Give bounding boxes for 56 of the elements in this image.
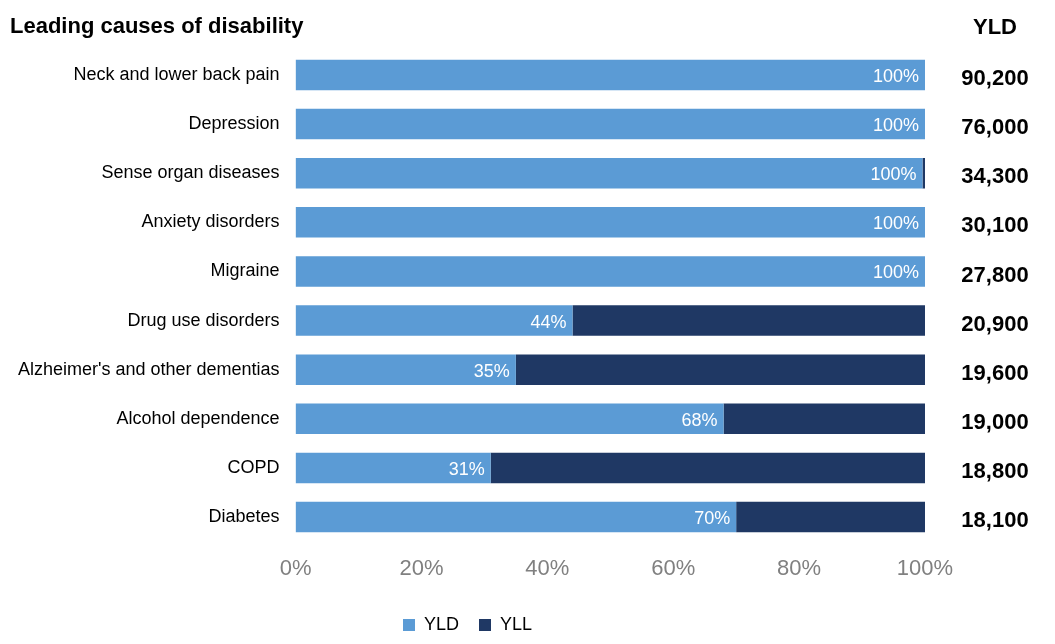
y-tick-label: Diabetes [208,506,280,527]
data-label: 70% [694,508,731,529]
text: 30,100 [961,212,1029,238]
text: 20,900 [961,310,1029,336]
data-label: 68% [681,409,718,430]
bar [295,501,737,533]
text: YLD [973,14,1017,40]
text: 27,800 [961,261,1029,287]
bar [295,108,925,140]
data-label: 44% [530,311,567,332]
text: 19,000 [961,408,1029,434]
y-tick-label: Neck and lower back pain [73,63,280,84]
chart-title: Leading causes of disability [10,13,305,39]
y-tick-label: Drug use disorders [127,309,280,330]
bar [295,452,491,484]
data-label: 31% [448,458,485,479]
text: 34,300 [961,163,1029,189]
bar [295,157,923,189]
x-tick-label: 40% [525,554,570,580]
text: 76,000 [961,114,1029,140]
data-label: 100% [872,213,919,234]
legend-label: YLL [499,613,533,634]
text: 19,600 [961,359,1029,385]
x-tick-label: 100% [896,554,954,580]
x-tick-label: 60% [651,554,696,580]
y-tick-label: Alzheimer's and other dementias [17,358,280,379]
x-tick-label: 0% [279,554,312,580]
x-tick-label: 20% [399,554,444,580]
text: 90,200 [961,65,1029,91]
bar [572,305,925,336]
bar [922,157,925,189]
x-tick-label: 80% [777,554,822,580]
data-label: 100% [872,65,919,86]
bar [295,403,724,435]
text: 18,800 [961,457,1029,483]
data-label: 35% [473,360,510,381]
bar [490,452,925,484]
bar [723,403,925,435]
y-tick-label: COPD [227,456,280,477]
y-tick-label: Alcohol dependence [116,407,280,428]
bar [295,59,925,91]
bar [736,501,925,533]
text: 18,100 [961,507,1029,533]
y-tick-label: Sense organ diseases [101,162,280,183]
data-label: 100% [870,164,917,185]
data-label: 100% [872,115,919,136]
bar [295,256,925,287]
bar [515,354,925,385]
bar [295,354,516,385]
bar [295,305,573,336]
bar [295,207,925,238]
y-tick-label: Depression [188,113,280,134]
data-label: 100% [872,262,919,283]
y-tick-label: Anxiety disorders [141,211,280,232]
legend-label: YLD [423,613,459,634]
y-tick-label: Migraine [210,260,280,281]
